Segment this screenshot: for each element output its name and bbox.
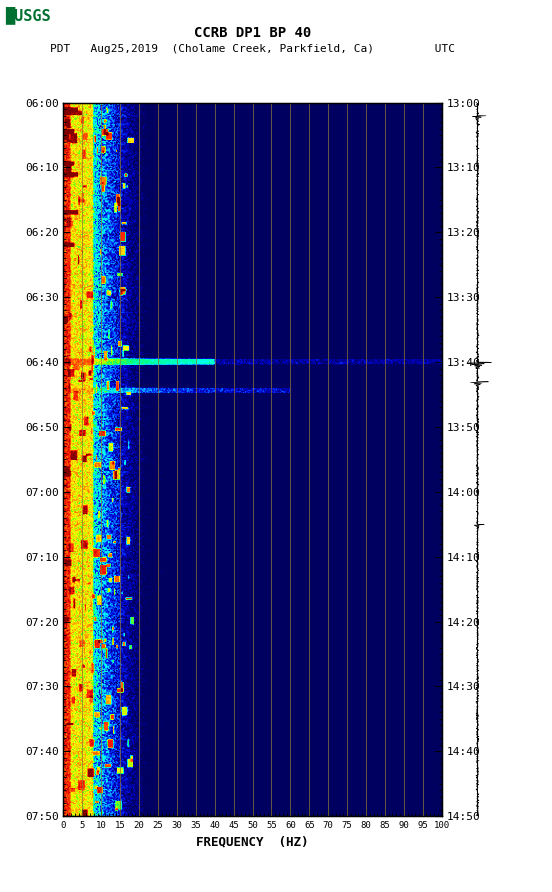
Text: CCRB DP1 BP 40: CCRB DP1 BP 40 (194, 26, 311, 40)
Text: █USGS: █USGS (6, 6, 51, 24)
X-axis label: FREQUENCY  (HZ): FREQUENCY (HZ) (197, 836, 309, 848)
Text: PDT   Aug25,2019  (Cholame Creek, Parkfield, Ca)         UTC: PDT Aug25,2019 (Cholame Creek, Parkfield… (50, 44, 455, 54)
